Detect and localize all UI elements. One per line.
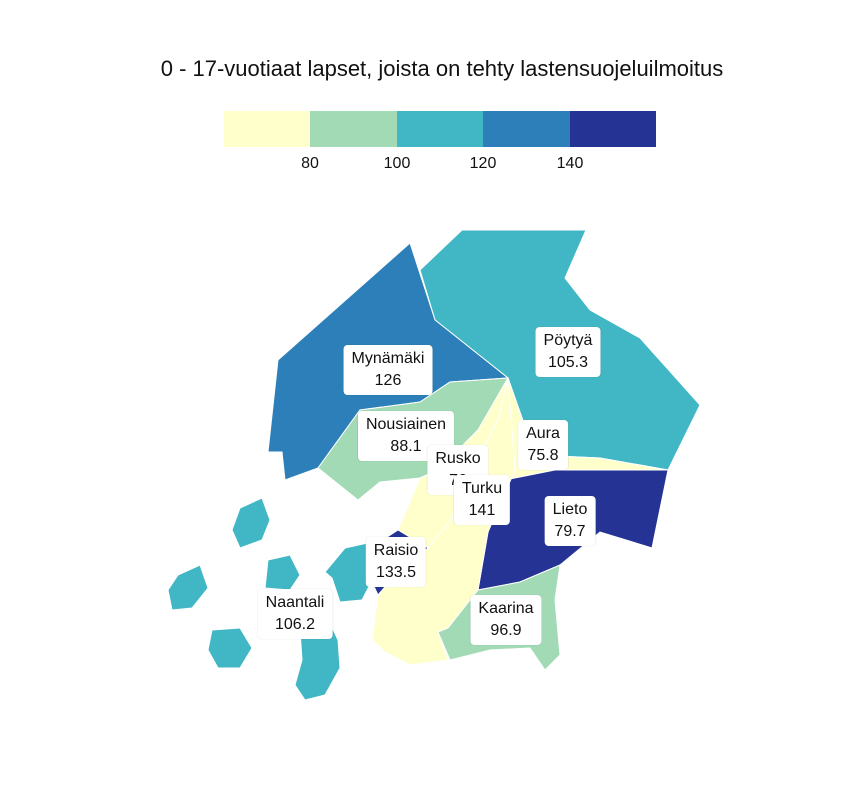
legend-swatch [569,111,657,147]
region-naantali[interactable] [167,564,209,611]
region-label: Kaarina 96.9 [470,595,542,645]
legend-tick: 120 [469,155,497,172]
legend-tick: 80 [301,155,319,172]
region-label: Turku 141 [453,475,511,525]
legend-swatch [396,111,484,147]
region-label: Raisio 133.5 [365,537,427,587]
legend-swatch [310,111,397,147]
region-naantali[interactable] [264,554,301,591]
legend-tick: 100 [383,155,411,172]
region-label: Aura 75.8 [518,420,568,470]
color-legend [224,111,657,147]
region-label: Naantali 106.2 [257,589,333,639]
legend-tick: 140 [556,155,584,172]
legend-swatch [483,111,570,147]
region-label: Pöytyä 105.3 [535,327,601,377]
legend-swatch [224,111,311,147]
region-naantali[interactable] [207,627,253,669]
region-label: Mynämäki 126 [343,345,433,395]
region-naantali[interactable] [231,497,271,549]
map-title: 0 - 17-vuotiaat lapset, joista on tehty … [160,56,724,81]
region-label: Lieto 79.7 [544,496,596,546]
